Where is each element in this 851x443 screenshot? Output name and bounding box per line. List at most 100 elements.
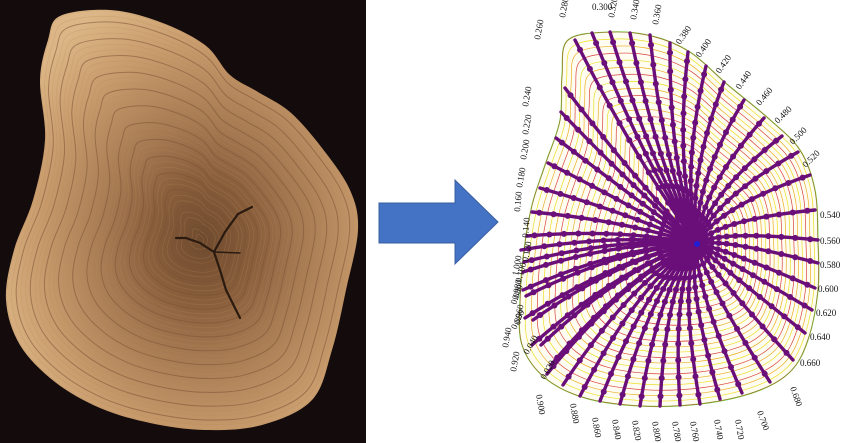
- path-point: [671, 275, 678, 282]
- path-point: [723, 233, 730, 240]
- path-point: [759, 323, 766, 330]
- path-point: [725, 183, 732, 189]
- path-point: [661, 217, 668, 224]
- path-label: 0.300: [592, 2, 613, 12]
- path-point: [527, 283, 534, 290]
- path-point: [723, 129, 729, 136]
- path-point: [680, 142, 687, 149]
- path-point: [718, 86, 725, 93]
- photo-ring: [48, 60, 324, 389]
- path-point: [664, 182, 671, 189]
- path-point: [543, 277, 549, 284]
- path-label: 0.660: [800, 358, 821, 368]
- path-point: [616, 255, 623, 262]
- path-point: [704, 257, 711, 263]
- path-point: [686, 274, 693, 281]
- path-point: [600, 350, 607, 357]
- ring-contour: [560, 81, 791, 369]
- path-point: [756, 120, 762, 127]
- path-point: [589, 230, 596, 237]
- path-point: [695, 391, 702, 398]
- path-point: [741, 218, 747, 225]
- path-label: 0.500: [787, 125, 809, 147]
- growth-rings-photo: [5, 9, 359, 431]
- path-point: [544, 300, 551, 307]
- path-point: [707, 223, 714, 230]
- path-point: [792, 254, 799, 261]
- path-label: 0.880: [568, 403, 581, 425]
- path-point: [753, 232, 760, 239]
- path-point: [608, 370, 614, 377]
- path-points: [687, 71, 708, 236]
- photo-ring: [171, 205, 224, 269]
- path-point: [646, 221, 653, 228]
- path-point: [778, 251, 785, 257]
- path-point: [691, 273, 698, 280]
- path-point: [666, 286, 673, 293]
- path-point: [543, 187, 550, 193]
- path-point: [686, 311, 693, 318]
- photo-ring: [63, 77, 312, 375]
- path-point: [746, 131, 753, 138]
- ring-contour: [548, 66, 799, 380]
- path-point: [710, 318, 717, 325]
- path-point: [647, 283, 654, 290]
- path-point: [626, 137, 633, 144]
- path-point: [730, 290, 737, 296]
- path-point: [690, 134, 697, 141]
- path-point: [734, 325, 740, 332]
- path-point: [730, 153, 737, 160]
- path-point: [642, 242, 649, 249]
- path-point: [657, 166, 663, 173]
- path-point: [622, 274, 629, 281]
- path-point: [638, 294, 645, 301]
- path-point: [717, 205, 724, 212]
- path-point: [662, 134, 669, 141]
- path-point: [692, 195, 699, 202]
- path-point: [653, 326, 660, 333]
- path-point: [670, 121, 676, 128]
- path-point: [641, 325, 648, 332]
- path-point: [748, 196, 755, 203]
- path-point: [684, 58, 690, 65]
- path-point: [739, 300, 746, 307]
- path-point: [675, 357, 682, 364]
- photo-ring: [34, 43, 335, 402]
- photo-ring: [157, 189, 236, 283]
- ring-contour: [524, 38, 816, 402]
- photo-ring: [67, 83, 308, 370]
- path-point: [753, 245, 760, 252]
- path-point: [666, 274, 673, 281]
- path-point: [708, 115, 715, 122]
- path-point: [634, 216, 641, 223]
- measurement-paths: [519, 30, 820, 408]
- path-point: [584, 301, 591, 308]
- path-point: [737, 103, 744, 110]
- path-point: [663, 208, 670, 215]
- path-point: [578, 106, 585, 113]
- path-point: [721, 255, 728, 262]
- photo-ring: [20, 27, 347, 416]
- path-point: [661, 298, 668, 305]
- path-point: [698, 322, 705, 329]
- path-point: [713, 218, 720, 225]
- photo-ring: [91, 111, 289, 347]
- path-point: [660, 286, 667, 292]
- path-point: [741, 165, 748, 172]
- path-point: [718, 191, 725, 198]
- path-point: [528, 257, 535, 264]
- photo-ring: [161, 194, 232, 278]
- path-point: [615, 245, 622, 252]
- path-label: 0.320: [606, 0, 619, 18]
- path-point: [632, 259, 639, 266]
- path-point: [662, 341, 669, 348]
- path-point: [738, 201, 745, 208]
- path-point: [652, 80, 659, 87]
- pith-cracks: [174, 205, 254, 320]
- path-point: [763, 213, 770, 220]
- path-label: 0.240: [520, 85, 533, 107]
- path-point: [536, 335, 543, 342]
- path-point: [609, 79, 616, 86]
- path-point: [619, 391, 626, 398]
- path-point: [571, 312, 578, 319]
